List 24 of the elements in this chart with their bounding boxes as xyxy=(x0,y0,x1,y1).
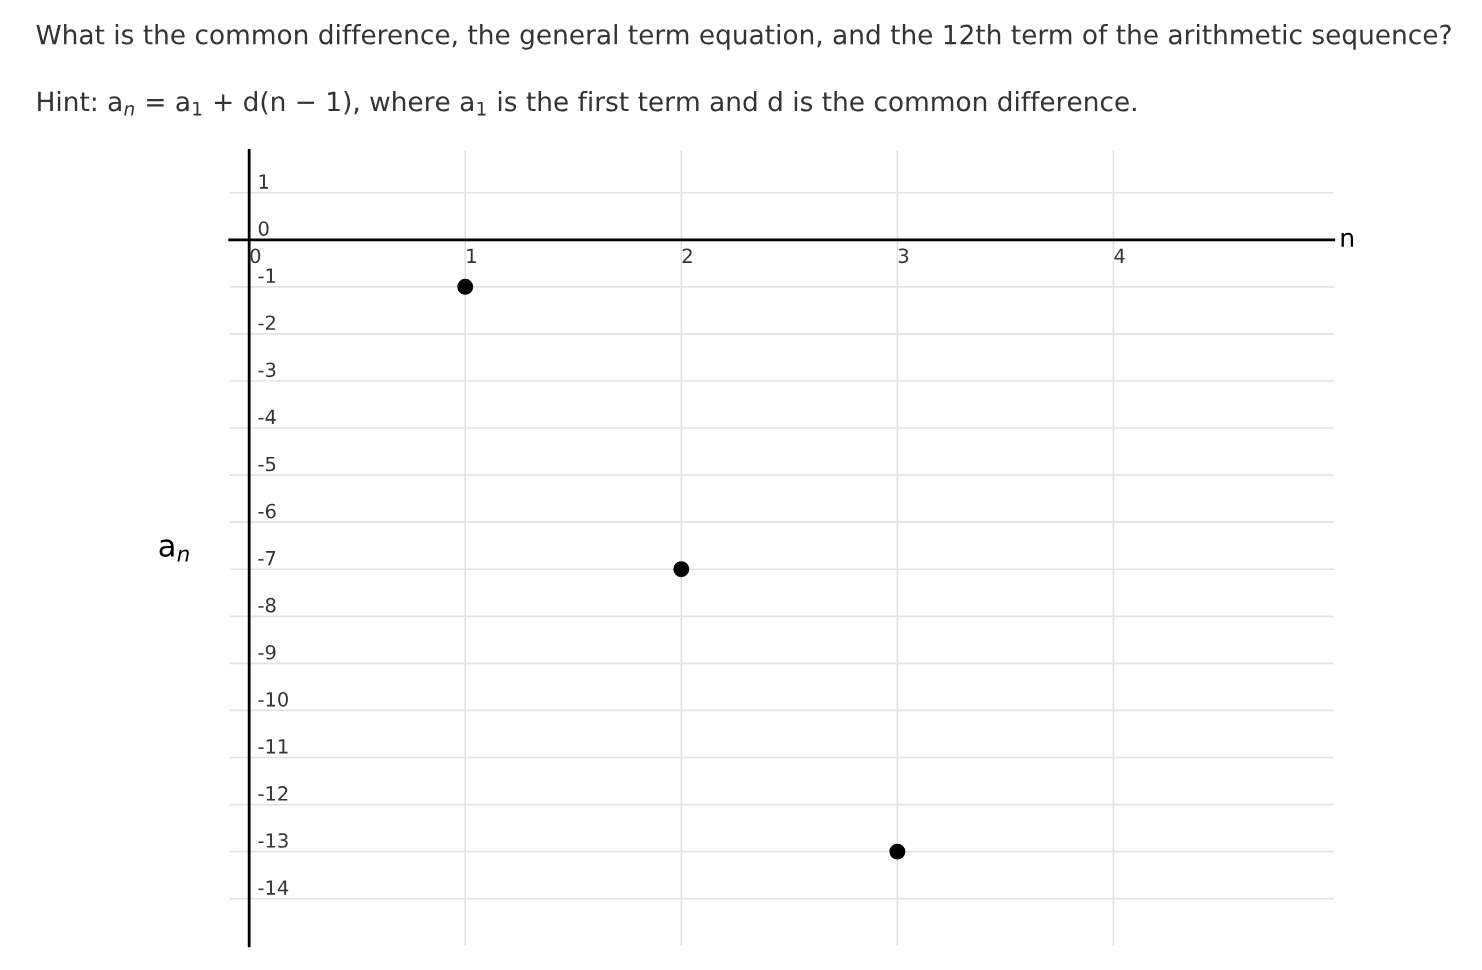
y-tick-label: -8 xyxy=(258,597,276,613)
y-tick-label: 1 xyxy=(259,174,269,189)
y-tick-label: -5 xyxy=(258,456,276,472)
y-tick-label: -1 xyxy=(258,268,276,283)
y-axis-title: a$_{n}$ xyxy=(159,539,189,562)
chart-title: What is the common difference, the general term equation, and the 12th term of the arithmetic sequence? xyxy=(36,24,1451,50)
y-tick-label: -7 xyxy=(258,551,276,566)
y-tick-label: -10 xyxy=(258,691,288,707)
y-tick-label: -12 xyxy=(258,786,288,801)
x-tick-label: 4 xyxy=(1114,248,1125,263)
y-tick-label: -11 xyxy=(258,739,288,754)
x-tick-label: 3 xyxy=(898,248,909,264)
x-tick-label: 2 xyxy=(682,248,692,263)
x-tick-label: 1 xyxy=(467,248,476,263)
y-tick-label: -9 xyxy=(258,644,276,660)
x-axis-title: n xyxy=(1341,232,1354,247)
y-tick-label: -6 xyxy=(258,503,276,519)
y-tick-label: -3 xyxy=(258,362,276,378)
y-tick-label: -13 xyxy=(258,833,288,848)
y-tick-label: 0 xyxy=(258,221,269,237)
y-tick-label: -4 xyxy=(258,409,276,424)
y-tick-label: -2 xyxy=(258,315,275,330)
y-tick-label: -14 xyxy=(258,880,289,895)
chart-subtitle: Hint: a$_{n}$ = a$_{1}$ + d(n − 1), where a$_{1}$ is the first term and d is the common difference. xyxy=(38,91,1136,116)
